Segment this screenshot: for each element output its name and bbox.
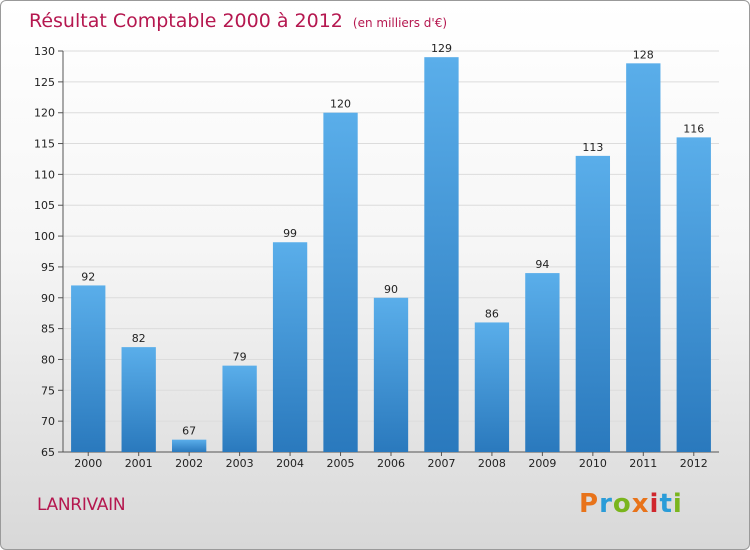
chart-title: Résultat Comptable 2000 à 2012 (en millie… [29,7,447,35]
y-tick-label: 80 [41,353,55,366]
logo-letter: t [659,489,673,519]
x-tick-label: 2001 [125,457,153,470]
y-tick-label: 65 [41,446,55,459]
labels: 65 70 75 80 85 90 95 100 105 110 115 120 125 130 2000 9… [34,42,708,470]
data-label: 79 [233,351,247,364]
bar [424,57,459,453]
bar [474,322,510,452]
y-tick-label: 110 [34,168,55,181]
bar [121,347,156,452]
bar [171,439,207,452]
y-tick-label: 120 [34,107,55,120]
x-tick-label: 2012 [680,457,708,470]
x-tick-label: 2003 [226,457,254,470]
logo-letter: P [579,489,600,519]
y-tick-label: 95 [41,261,55,274]
data-label: 90 [384,283,398,296]
data-label: 82 [132,332,146,345]
data-label: 92 [81,270,95,283]
data-label: 99 [283,227,297,240]
chart-unit-note: (en milliers d'€) [352,16,448,30]
y-tick-label: 105 [34,199,55,212]
commune-name: LANRIVAIN [37,495,126,515]
logo-letter: x [631,489,650,519]
x-tick-label: 2009 [528,457,556,470]
bar [222,365,257,452]
x-tick-label: 2010 [579,457,607,470]
data-label: 120 [330,98,351,111]
x-tick-label: 2008 [478,457,506,470]
logo-letter: o [612,489,632,519]
bar [575,155,611,452]
x-tick-label: 2005 [327,457,355,470]
y-tick-label: 70 [41,415,55,428]
bar [71,285,106,452]
chart-title-text: Résultat Comptable 2000 à 2012 [29,10,343,32]
y-tick-label: 90 [41,292,55,305]
y-tick-label: 130 [34,45,55,58]
x-tick-label: 2011 [629,457,657,470]
y-tick-label: 115 [34,138,55,151]
x-tick-label: 2004 [276,457,304,470]
bar [373,297,409,452]
data-label: 116 [683,122,704,135]
data-label: 129 [431,42,452,55]
bar [626,63,661,452]
bar [525,273,560,452]
bar [272,242,308,452]
logo-letter: i [672,489,683,519]
data-label: 94 [535,258,549,271]
y-tick-label: 125 [34,76,55,89]
x-tick-label: 2000 [74,457,102,470]
data-label: 67 [182,425,196,438]
x-tick-label: 2007 [427,457,455,470]
bar [323,112,358,452]
logo-letter: i [649,489,660,519]
data-label: 113 [582,141,603,154]
bars [71,57,711,453]
data-label: 86 [485,307,499,320]
proxiti-logo: Proxiti [579,489,683,519]
x-tick-label: 2006 [377,457,405,470]
x-tick-label: 2002 [175,457,203,470]
y-tick-label: 100 [34,230,55,243]
data-label: 128 [633,48,654,61]
y-tick-label: 85 [41,323,55,336]
logo-letter: r [599,489,613,519]
y-tick-label: 75 [41,384,55,397]
bar [676,137,711,452]
